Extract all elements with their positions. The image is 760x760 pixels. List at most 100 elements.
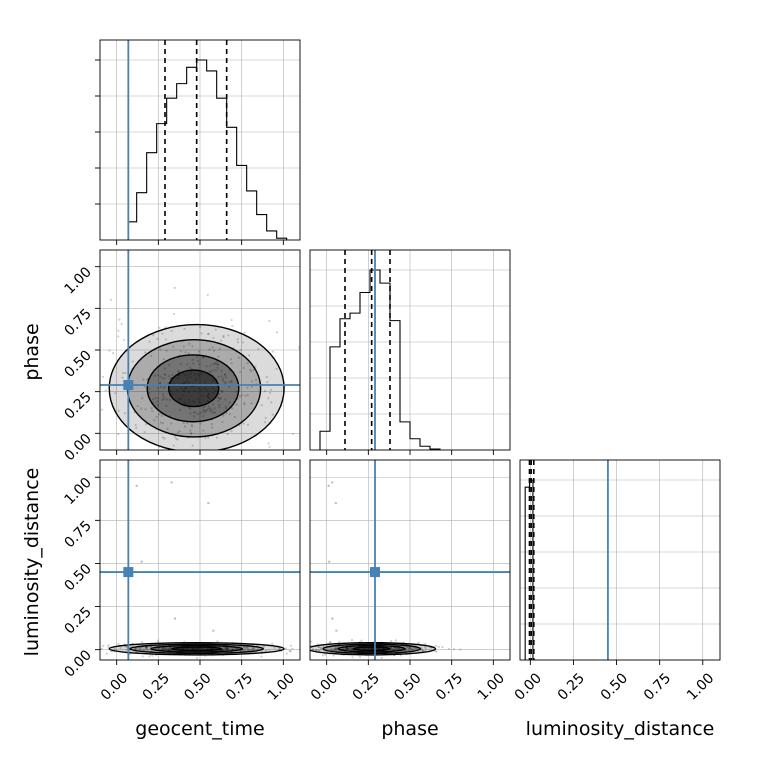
panel-geocent-time-vs-phase-sample-point [271, 413, 274, 416]
panel-geocent-time-vs-luminosity-distance-sample-point [195, 656, 199, 660]
panel-geocent-time-vs-luminosity-distance-sample-point [252, 648, 255, 651]
panel-phase-vs-luminosity-distance-sample-point [335, 648, 338, 651]
panel-geocent-time-vs-phase-sample-point [218, 406, 221, 409]
panel-geocent-time-vs-luminosity-distance-sample-point [162, 647, 165, 650]
panel-geocent-time-vs-phase-sample-point [230, 362, 233, 365]
panel-geocent-time-vs-phase-sample-point [168, 398, 171, 402]
panel-geocent-time-vs-luminosity-distance-sample-point [164, 648, 167, 651]
panel-geocent-time-vs-phase-sample-point [155, 415, 158, 419]
panel-phase-vs-luminosity-distance-sample-point [391, 648, 394, 651]
panel-geocent-time-vs-phase-sample-point [158, 326, 161, 329]
panel-phase-vs-luminosity-distance-outlier-point [334, 501, 338, 505]
panel-geocent-time-vs-luminosity-distance-sample-point [262, 645, 265, 649]
panel-phase-vs-luminosity-distance-sample-point [333, 647, 336, 650]
panel-geocent-time-vs-phase-sample-point [136, 404, 139, 408]
panel-geocent-time-vs-phase-sample-point [143, 430, 146, 434]
panel-geocent-time-vs-phase-sample-point [194, 378, 197, 382]
panel-geocent-time-vs-phase-sample-point [246, 394, 249, 397]
y-axis-label-phase: phase [21, 323, 43, 380]
hist-phase-frame [309, 249, 511, 451]
panel-geocent-time-vs-phase-sample-point [169, 390, 172, 393]
panel-geocent-time-vs-phase-sample-point [209, 370, 212, 373]
panel-geocent-time-vs-phase-sample-point [214, 389, 217, 392]
panel-phase-vs-luminosity-distance-sample-point [315, 648, 318, 652]
panel-phase-vs-luminosity-distance-sample-point [415, 647, 418, 650]
panel-geocent-time-vs-phase-sample-point [108, 349, 111, 352]
panel-phase-vs-luminosity-distance-outlier-point [331, 617, 334, 620]
panel-geocent-time-vs-phase-sample-point [183, 425, 187, 428]
panel-phase-vs-luminosity-distance-sample-point [346, 647, 349, 651]
panel-geocent-time-vs-phase-sample-point [202, 414, 205, 418]
panel-geocent-time-vs-phase-sample-point [223, 381, 226, 384]
panel-geocent-time-vs-phase-sample-point [222, 334, 225, 337]
panel-geocent-time-vs-phase-sample-point [162, 358, 165, 361]
panel-geocent-time-vs-phase-sample-point [167, 462, 169, 464]
panel-geocent-time-vs-luminosity-distance-sample-point [242, 648, 245, 651]
panel-geocent-time-vs-phase-sample-point [223, 373, 227, 376]
panel-geocent-time-vs-phase-density-level-2 [147, 354, 239, 422]
panel-geocent-time-vs-phase-sample-point [190, 425, 194, 428]
panel-geocent-time-vs-phase-sample-point [220, 369, 223, 372]
panel-geocent-time-vs-phase-sample-point [163, 367, 167, 370]
panel-geocent-time-vs-phase-sample-point [121, 376, 124, 379]
panel-geocent-time-vs-luminosity-distance-sample-point [192, 647, 195, 651]
panel-geocent-time-vs-phase-sample-point [156, 387, 159, 390]
panel-phase-vs-luminosity-distance-sample-point [411, 648, 414, 651]
panel-geocent-time-vs-phase-sample-point [166, 427, 169, 430]
panel-geocent-time-vs-phase-sample-point [211, 379, 214, 382]
panel-phase-vs-luminosity-distance-outlier-point [327, 484, 330, 488]
panel-geocent-time-vs-phase-sample-point [123, 412, 126, 415]
panel-geocent-time-vs-phase-sample-point [230, 407, 234, 410]
panel-geocent-time-vs-phase-sample-point [263, 421, 267, 424]
panel-geocent-time-vs-phase-sample-point [181, 372, 185, 375]
panel-geocent-time-vs-phase-sample-point [327, 393, 329, 395]
panel-geocent-time-vs-luminosity-distance-sample-point [125, 645, 128, 648]
panel-geocent-time-vs-luminosity-distance-sample-point [191, 647, 195, 650]
panel-geocent-time-vs-phase-sample-point [162, 395, 165, 398]
panel-geocent-time-vs-phase-sample-point [189, 366, 192, 369]
panel-geocent-time-vs-luminosity-distance-sample-point [225, 648, 228, 651]
panel-geocent-time-vs-luminosity-distance-sample-point [252, 646, 255, 649]
x-tick-label-luminosity-distance: 0.50 [598, 670, 631, 703]
panel-geocent-time-vs-luminosity-distance-sample-point [146, 649, 149, 652]
panel-geocent-time-vs-phase-sample-point [228, 413, 232, 416]
panel-geocent-time-vs-phase-sample-point [207, 396, 210, 400]
panel-geocent-time-vs-luminosity-distance-sample-point [169, 648, 172, 652]
panel-phase-vs-luminosity-distance-sample-point [317, 645, 321, 649]
panel-geocent-time-vs-phase-sample-point [202, 429, 205, 432]
panel-geocent-time-vs-phase-sample-point [114, 392, 117, 395]
panel-geocent-time-vs-phase-sample-point [172, 345, 175, 348]
panel-geocent-time-vs-luminosity-distance-sample-point [129, 649, 132, 652]
panel-phase-vs-luminosity-distance-sample-point [419, 650, 422, 653]
panel-geocent-time-vs-phase-sample-point [230, 430, 233, 433]
panel-phase-vs-luminosity-distance-sample-point [447, 647, 450, 651]
panel-geocent-time-vs-phase-sample-point [148, 387, 151, 390]
panel-geocent-time-vs-phase-sample-point [189, 407, 192, 410]
panel-phase-vs-luminosity-distance-sample-point [296, 647, 298, 649]
y-axis-label-luminosity-distance: luminosity_distance [21, 468, 43, 657]
panel-geocent-time-vs-phase-sample-point [205, 408, 208, 412]
panel-geocent-time-vs-luminosity-distance-sample-point [222, 648, 225, 652]
panel-geocent-time-vs-phase-sample-point [240, 394, 244, 397]
panel-geocent-time-vs-phase-sample-point [191, 444, 194, 447]
panel-geocent-time-vs-phase-sample-point [243, 401, 246, 405]
panel-geocent-time-vs-luminosity-distance-sample-point [289, 644, 293, 647]
panel-geocent-time-vs-luminosity-distance-sample-point [304, 648, 306, 650]
panel-geocent-time-vs-phase-sample-point [210, 423, 213, 426]
panel-geocent-time-vs-phase-sample-point [236, 338, 239, 341]
panel-phase-vs-luminosity-distance-sample-point [410, 648, 413, 652]
panel-geocent-time-vs-phase-sample-point [182, 421, 185, 424]
x-tick-label-geocent-time: 0.00 [98, 670, 131, 703]
panel-geocent-time-vs-luminosity-distance-outlier-point [135, 484, 138, 488]
panel-geocent-time-vs-phase-sample-point [270, 401, 273, 404]
panel-geocent-time-vs-phase-sample-point [200, 332, 203, 335]
panel-geocent-time-vs-phase-sample-point [156, 403, 159, 407]
panel-geocent-time-vs-luminosity-distance-sample-point [225, 647, 228, 650]
x-tick-label-geocent-time: 1.00 [265, 670, 298, 703]
panel-geocent-time-vs-phase-sample-point [224, 373, 227, 376]
panel-geocent-time-vs-phase-sample-point [186, 377, 189, 380]
panel-geocent-time-vs-luminosity-distance-sample-point [125, 648, 128, 651]
panel-geocent-time-vs-phase-sample-point [244, 394, 247, 397]
panel-geocent-time-vs-phase-sample-point [207, 405, 210, 408]
panel-phase-vs-luminosity-distance-sample-point [393, 648, 396, 651]
